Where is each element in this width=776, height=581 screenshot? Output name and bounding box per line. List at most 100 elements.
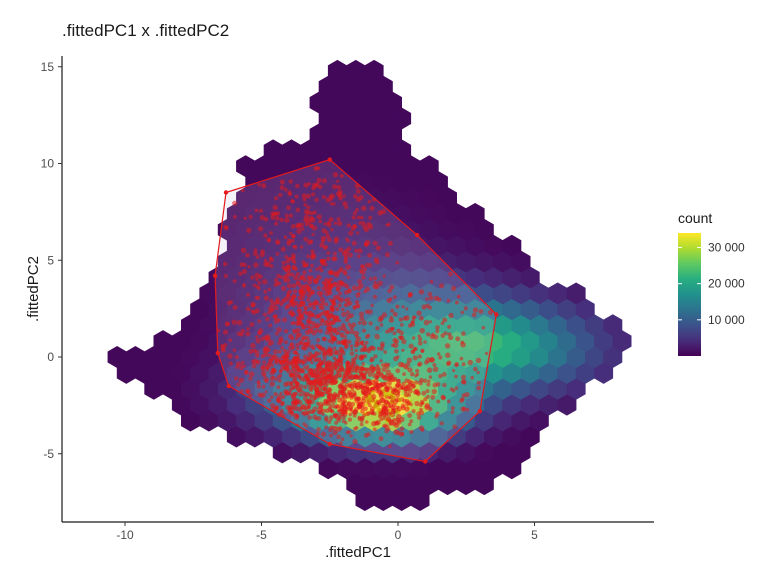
data-point — [443, 331, 448, 336]
data-point — [348, 230, 354, 236]
data-point — [337, 326, 343, 332]
data-point — [365, 397, 370, 402]
data-point — [370, 303, 374, 308]
data-point — [362, 328, 367, 333]
legend: count 10 000 20 000 30 000 — [678, 210, 745, 356]
data-point — [267, 353, 272, 358]
data-point — [272, 349, 278, 355]
data-point — [247, 265, 251, 269]
data-point — [356, 286, 361, 291]
data-point — [383, 362, 389, 368]
data-point — [334, 420, 339, 425]
data-point — [303, 236, 308, 242]
data-point — [383, 350, 388, 354]
data-point — [338, 247, 344, 253]
data-point — [236, 382, 241, 387]
data-point — [461, 380, 467, 385]
data-point — [404, 378, 410, 384]
data-point — [481, 325, 486, 330]
data-point — [402, 398, 407, 403]
data-point — [401, 381, 406, 386]
data-point — [334, 405, 338, 409]
data-point — [342, 371, 348, 377]
data-point — [460, 406, 466, 412]
data-point — [396, 328, 401, 333]
data-point — [324, 230, 329, 235]
data-point — [276, 385, 281, 390]
data-point — [291, 264, 297, 270]
data-point — [332, 429, 338, 435]
data-point — [454, 386, 459, 391]
data-point — [289, 381, 294, 386]
data-point — [277, 349, 282, 354]
data-point — [306, 275, 312, 280]
data-point — [313, 278, 319, 284]
points-overlay — [216, 158, 493, 448]
data-point — [371, 197, 377, 202]
data-point — [423, 397, 428, 402]
data-point — [397, 397, 403, 402]
data-point — [275, 281, 280, 286]
data-point — [455, 336, 461, 342]
data-point — [245, 331, 251, 337]
data-point — [382, 424, 386, 428]
data-point — [355, 375, 360, 380]
data-point — [321, 285, 328, 292]
data-point — [307, 314, 311, 319]
data-point — [330, 409, 335, 414]
data-point — [255, 255, 260, 259]
x-axis-ticks: -10 -5 0 5 — [116, 522, 538, 542]
data-point — [383, 393, 388, 398]
hull-vertex — [494, 312, 499, 317]
data-point — [303, 307, 308, 311]
data-point — [297, 332, 302, 338]
data-point — [342, 406, 348, 412]
data-point — [325, 318, 331, 325]
data-point — [322, 245, 328, 251]
data-point — [315, 267, 319, 272]
data-point — [299, 245, 304, 249]
data-point — [380, 343, 385, 349]
data-point — [323, 222, 328, 226]
data-point — [385, 416, 392, 422]
data-point — [307, 303, 312, 308]
data-point — [359, 347, 365, 353]
data-point — [252, 283, 257, 288]
data-point — [304, 222, 309, 227]
data-point — [376, 366, 381, 371]
data-point — [425, 389, 430, 394]
data-point — [346, 246, 352, 251]
data-point — [375, 404, 380, 410]
data-point — [367, 346, 372, 352]
data-point — [274, 215, 280, 221]
data-point — [452, 424, 458, 430]
data-point — [231, 319, 237, 325]
data-point — [432, 362, 437, 367]
data-point — [461, 374, 466, 380]
data-point — [336, 217, 341, 221]
data-point — [315, 324, 320, 329]
data-point — [232, 348, 237, 352]
data-point — [340, 332, 345, 337]
data-point — [322, 355, 327, 360]
hexbin-cell — [502, 234, 522, 257]
data-point — [303, 385, 308, 389]
data-point — [336, 288, 340, 292]
data-point — [435, 325, 440, 330]
data-point — [303, 182, 309, 188]
data-point — [432, 382, 438, 388]
data-point — [349, 325, 355, 330]
data-point — [361, 205, 367, 211]
data-point — [319, 361, 325, 366]
data-point — [244, 370, 249, 374]
data-point — [282, 414, 286, 418]
data-point — [360, 373, 366, 378]
data-point — [283, 235, 288, 239]
data-point — [333, 425, 338, 431]
data-point — [256, 384, 261, 389]
data-point — [347, 417, 353, 422]
data-point — [349, 434, 353, 438]
data-point — [318, 401, 324, 407]
data-point — [309, 217, 316, 223]
data-point — [264, 390, 268, 394]
